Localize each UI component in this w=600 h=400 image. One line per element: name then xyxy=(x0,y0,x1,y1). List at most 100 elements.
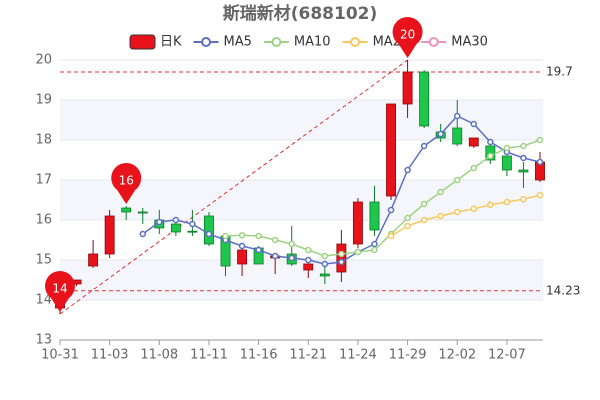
annotation-label: 14 xyxy=(52,282,67,296)
ma-point xyxy=(222,232,229,240)
ma-point xyxy=(305,246,312,254)
candle-body xyxy=(204,215,214,245)
candle-body xyxy=(369,201,380,231)
annotation-label: 20 xyxy=(400,28,415,42)
candle-body xyxy=(88,253,99,267)
x-tick-label: 11-24 xyxy=(339,348,377,363)
ma-point xyxy=(271,252,279,260)
candle-body xyxy=(170,223,181,233)
ma-point xyxy=(487,138,494,146)
candle-body xyxy=(468,137,479,147)
grid-band xyxy=(60,100,543,140)
y-tick-label: 16 xyxy=(35,213,52,228)
x-tick-label: 11-11 xyxy=(190,348,228,363)
ma-point xyxy=(371,246,378,254)
ma-point xyxy=(338,250,345,258)
legend-icon xyxy=(129,34,156,50)
ma-point xyxy=(470,164,478,172)
ma-point xyxy=(189,220,196,228)
y-tick-label: 14 xyxy=(35,293,52,308)
reference-label: 19.7 xyxy=(546,65,573,79)
ma-point xyxy=(271,236,279,244)
ma-point xyxy=(321,260,329,268)
ma-point xyxy=(404,166,411,174)
ma-point xyxy=(536,136,544,144)
x-tick-label: 11-08 xyxy=(140,348,178,363)
ma-point xyxy=(238,242,246,250)
ma-point xyxy=(520,195,527,203)
legend-icon xyxy=(350,37,361,47)
ma-point xyxy=(387,232,395,240)
annotation-pin xyxy=(111,162,142,204)
ma-point xyxy=(536,191,544,199)
ma-point xyxy=(338,258,345,266)
ma-point xyxy=(536,158,544,166)
legend-icon xyxy=(201,37,212,47)
ma-point xyxy=(437,188,444,196)
ma-point xyxy=(321,252,329,260)
candle-body xyxy=(518,169,529,173)
y-tick-label: 17 xyxy=(35,173,52,188)
legend-label: 日K xyxy=(160,35,182,50)
annotation-label: 16 xyxy=(119,174,134,188)
ma-point xyxy=(420,216,428,224)
candle-body xyxy=(336,243,347,273)
ma-point xyxy=(255,246,262,254)
ma-point xyxy=(420,142,428,150)
ma-point xyxy=(487,201,494,209)
x-tick-label: 11-21 xyxy=(289,348,327,363)
ma-point xyxy=(404,222,411,230)
chart-title: 斯瑞新材(688102) xyxy=(223,3,378,24)
candle-body xyxy=(386,103,396,197)
candle-body xyxy=(121,207,132,213)
ma-point xyxy=(354,248,362,256)
y-tick-label: 18 xyxy=(35,133,52,148)
candle-body xyxy=(319,273,330,277)
annotation-pin xyxy=(45,271,75,312)
candle-body xyxy=(104,215,115,255)
ma-point xyxy=(503,144,511,152)
y-tick-label: 19 xyxy=(35,93,52,108)
reference-label: 14.23 xyxy=(546,283,580,297)
annotation-pin xyxy=(392,16,423,59)
trend-line xyxy=(59,59,408,315)
ma-point xyxy=(520,142,527,150)
ma-point xyxy=(453,208,461,216)
legend-label: MA10 xyxy=(294,35,331,50)
ma-point xyxy=(470,205,478,213)
ma-point xyxy=(288,254,295,262)
ma-point xyxy=(453,176,461,184)
ma-point xyxy=(305,256,312,264)
x-tick-label: 12-07 xyxy=(488,348,526,363)
grid-band xyxy=(60,260,543,300)
ma-point xyxy=(453,112,461,120)
ma-point xyxy=(172,216,180,224)
legend-label: MA30 xyxy=(451,35,488,50)
ma-point xyxy=(255,232,262,240)
x-tick-label: 10-31 xyxy=(41,348,79,363)
candle-body xyxy=(501,155,512,171)
ma-point xyxy=(288,240,295,248)
ma-point xyxy=(387,206,395,214)
candle-body xyxy=(237,249,248,265)
x-tick-label: 11-29 xyxy=(389,348,427,363)
ma-point xyxy=(470,120,478,128)
ma-point xyxy=(404,214,411,222)
ma-point xyxy=(437,130,444,138)
candle-body xyxy=(137,211,148,214)
candle-body xyxy=(402,71,413,105)
x-tick-label: 11-16 xyxy=(240,348,278,363)
ma-point xyxy=(156,218,163,226)
ma-point xyxy=(437,212,444,220)
candle-body xyxy=(452,127,463,145)
candle-body xyxy=(419,71,430,127)
candle-body xyxy=(352,201,363,245)
legend-icon xyxy=(271,37,282,47)
x-tick-label: 12-02 xyxy=(438,348,476,363)
ma-point xyxy=(487,152,494,160)
candle-body xyxy=(187,230,198,233)
ma-point xyxy=(520,154,527,162)
ma-line xyxy=(390,194,541,237)
y-tick-label: 15 xyxy=(35,253,52,268)
